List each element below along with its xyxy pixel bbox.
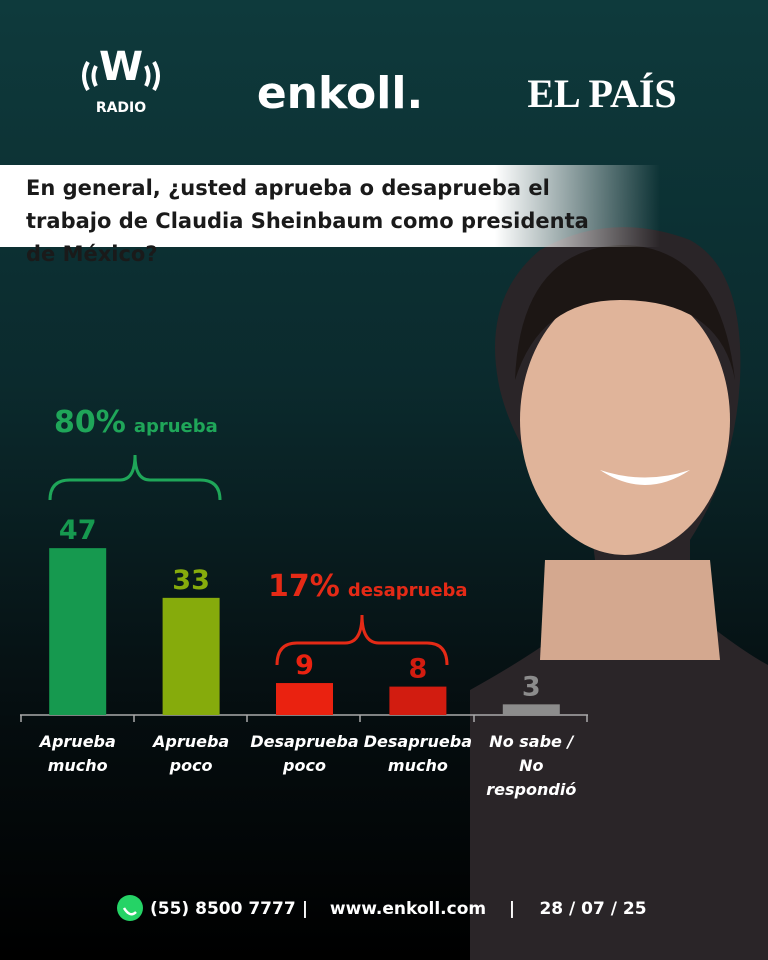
category-label: Desaprueba poco <box>250 732 359 775</box>
value-label: 33 <box>172 565 210 596</box>
bar <box>276 683 333 715</box>
category-label: No sabe / No respondió <box>486 732 577 799</box>
brace <box>275 614 449 666</box>
group-annotation: 80% aprueba <box>54 405 218 440</box>
category-label: Aprueba mucho <box>39 732 116 775</box>
value-label: 8 <box>409 654 428 685</box>
whatsapp-glyph <box>122 907 137 916</box>
logo-elpais: EL PAÍS <box>527 71 676 116</box>
footer-date: 28 / 07 / 25 <box>539 899 646 919</box>
bar <box>502 704 560 715</box>
group-percent: 17% <box>268 569 340 604</box>
title-box <box>0 165 660 247</box>
portrait <box>470 227 768 960</box>
logo-w-sub: RADIO <box>96 100 146 116</box>
logo-w: W <box>99 44 143 90</box>
bar <box>162 597 220 715</box>
footer-phone: (55) 8500 7777 <box>150 899 296 919</box>
value-label: 9 <box>295 650 314 681</box>
logo-waves <box>82 61 160 91</box>
category-label: Aprueba poco <box>152 732 230 775</box>
footer-website: www.enkoll.com <box>330 899 486 919</box>
whatsapp-icon <box>117 895 143 921</box>
category-label: Desaprueba mucho <box>363 732 473 775</box>
value-label: 47 <box>59 515 97 546</box>
group-label: desaprueba <box>348 580 468 601</box>
bar <box>49 548 107 715</box>
value-label: 3 <box>522 671 541 702</box>
footer-sep: | <box>509 899 515 919</box>
group-label: aprueba <box>134 416 218 437</box>
chart-title: En general, ¿usted aprueba o desaprueba … <box>26 176 589 266</box>
brace <box>48 454 222 501</box>
group-percent: 80% <box>54 405 126 440</box>
group-annotation: 17% desaprueba <box>268 569 468 604</box>
bar <box>389 686 447 715</box>
footer-sep: | <box>302 899 308 919</box>
logo-enkoll: enkoll. <box>257 68 423 119</box>
